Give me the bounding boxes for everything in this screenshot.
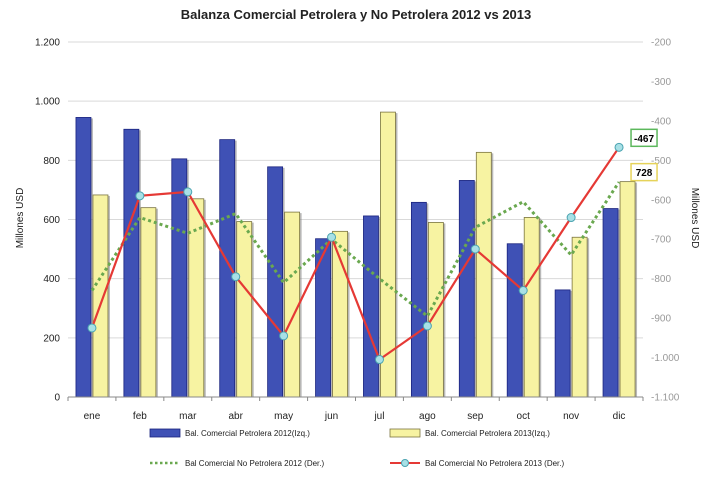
line-marker: [566, 213, 576, 223]
y-tick-label-right: -300: [651, 77, 671, 88]
gridlines: [68, 41, 643, 339]
x-tick-label: sep: [467, 411, 484, 422]
y-tick-label-left: 400: [43, 274, 60, 285]
y-tick-label-right: -1.100: [651, 393, 680, 404]
x-tick-label: nov: [563, 411, 579, 422]
line-marker: [135, 191, 145, 201]
bar: [236, 221, 253, 398]
line-marker: [614, 142, 624, 152]
y-tick-label-right: -200: [651, 38, 671, 49]
bar: [123, 128, 140, 398]
data-label-box: [630, 128, 658, 148]
annotations: -467 728: [630, 128, 658, 182]
y-tick-label-right: -800: [651, 274, 671, 285]
legend-swatch: [149, 428, 181, 438]
x-tick-label: dic: [613, 411, 626, 422]
legend: Bal. Comercial Petrolera 2012(Izq.) Bal. …: [149, 428, 565, 468]
line-marker: [279, 331, 289, 341]
y-tick-label-left: 600: [43, 215, 60, 226]
data-label-box: [630, 162, 658, 182]
bar: [267, 166, 284, 398]
bar: [315, 238, 331, 398]
x-tick-label: ago: [419, 411, 436, 422]
line-marker: [374, 355, 384, 365]
line-marker: [87, 323, 97, 333]
bar: [506, 243, 523, 398]
legend-swatch: [389, 428, 421, 438]
y-tick-label-left: 800: [43, 156, 60, 167]
line-marker: [422, 321, 432, 331]
bar: [219, 139, 236, 398]
bar: [619, 181, 636, 398]
y-tick-label-right: -900: [651, 314, 671, 325]
bar: [475, 151, 492, 398]
x-tick-label: ene: [84, 411, 101, 422]
y-axis-label-left: Millones USD: [15, 188, 26, 249]
data-label: -467: [634, 134, 654, 145]
line-marker: [231, 272, 241, 282]
y-tick-label-left: 0: [54, 393, 60, 404]
y-axis-label-right: Millones USD: [689, 188, 700, 249]
bar: [140, 207, 157, 398]
legend-label: Bal Comercial No Petrolera 2013 (Der.): [425, 459, 565, 468]
bar: [410, 201, 427, 398]
legend-label: Bal Comercial No Petrolera 2012 (Der.): [185, 459, 325, 468]
bar: [284, 211, 301, 398]
y-tick-label-right: -400: [651, 116, 671, 127]
line-marker: [327, 232, 337, 242]
x-tick-label: mar: [179, 411, 197, 422]
chart-title: Balanza Comercial Petrolera y No Petrole…: [181, 7, 531, 22]
y-tick-label-left: 200: [43, 333, 60, 344]
line-marker: [183, 187, 193, 197]
series-line: [90, 146, 620, 362]
x-tick-label: abr: [228, 411, 243, 422]
x-tick-label: oct: [517, 411, 531, 422]
line-marker: [470, 244, 480, 254]
data-label: 728: [636, 168, 653, 179]
line-marker: [518, 286, 528, 295]
x-tick-label: feb: [133, 411, 147, 422]
bar: [75, 117, 92, 398]
x-tick-label: jun: [324, 411, 338, 422]
bar: [458, 180, 475, 398]
x-tick-label: may: [274, 411, 293, 422]
legend-label: Bal. Comercial Petrolera 2013(Izq.): [425, 429, 550, 438]
legend-marker: [401, 459, 409, 467]
y-tick-label-right: -700: [651, 235, 671, 246]
y-tick-label-left: 1.200: [35, 38, 60, 49]
y-tick-label-right: -1.000: [651, 353, 680, 364]
bar: [602, 208, 619, 398]
y-tick-label-right: -500: [651, 156, 671, 167]
bar: [554, 289, 571, 398]
bar: [92, 194, 109, 398]
x-tick-label: jul: [373, 411, 384, 422]
bar: [363, 215, 379, 398]
bar: [571, 236, 588, 398]
y-tick-label-right: -600: [651, 195, 671, 206]
bar: [523, 217, 540, 398]
bars: [75, 111, 638, 398]
legend-label: Bal. Comercial Petrolera 2012(Izq.): [185, 429, 310, 438]
y-tick-label-left: 1.000: [35, 97, 60, 108]
series-lines: [87, 142, 624, 365]
